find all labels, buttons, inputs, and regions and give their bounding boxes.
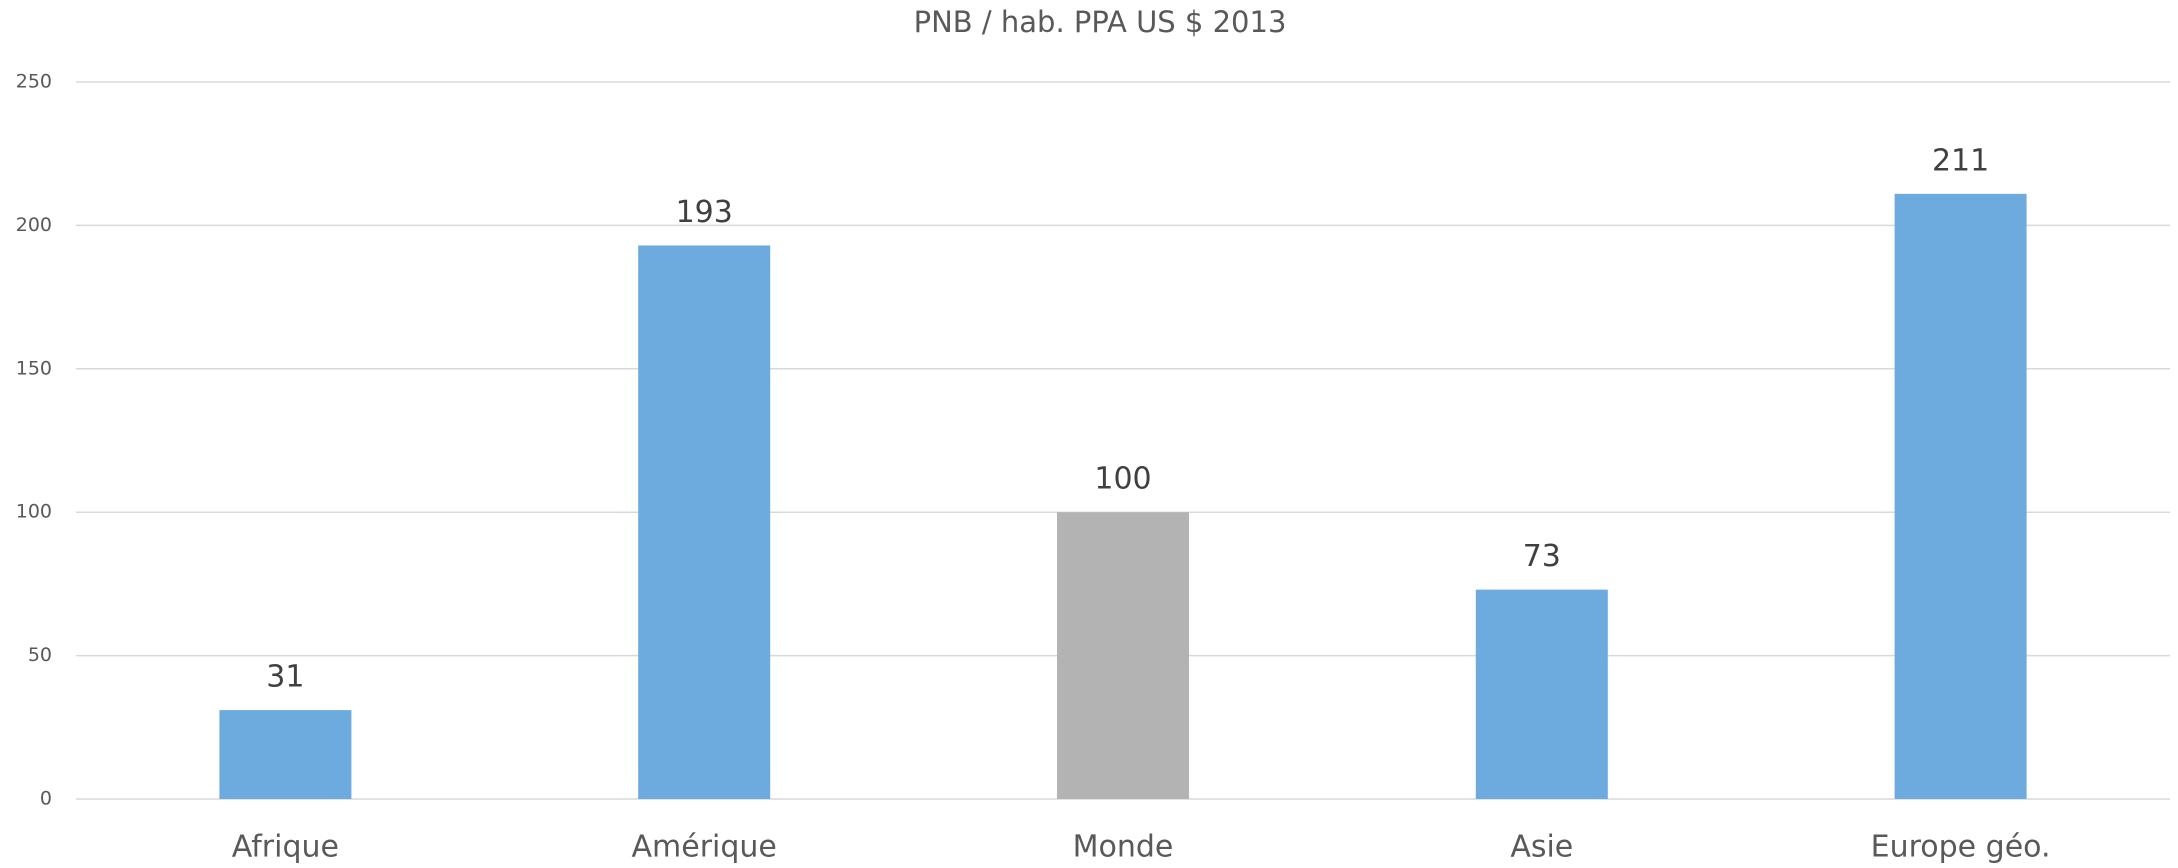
bar <box>638 245 771 799</box>
y-tick-label: 50 <box>28 644 52 666</box>
data-label: 193 <box>676 195 733 230</box>
y-tick-label: 150 <box>16 357 52 379</box>
x-tick-label: Asie <box>1510 830 1573 865</box>
bar <box>219 710 352 799</box>
bar <box>1894 193 2027 800</box>
x-tick-label: Amérique <box>632 830 777 865</box>
x-tick-label: Monde <box>1073 830 1174 865</box>
chart-title: PNB / hab. PPA US $ 2013 <box>914 5 1287 39</box>
data-label: 31 <box>266 660 304 695</box>
data-label: 100 <box>1094 462 1151 497</box>
y-tick-label: 100 <box>16 501 52 523</box>
bar <box>1057 512 1189 799</box>
y-tick-label: 250 <box>16 71 52 93</box>
data-label: 73 <box>1523 539 1561 574</box>
bar <box>1475 589 1608 799</box>
y-tick-label: 0 <box>40 788 52 810</box>
y-tick-label: 200 <box>16 214 52 236</box>
x-tick-label: Europe géo. <box>1871 830 2051 865</box>
x-tick-label: Afrique <box>232 830 339 865</box>
data-label: 211 <box>1932 143 1989 178</box>
